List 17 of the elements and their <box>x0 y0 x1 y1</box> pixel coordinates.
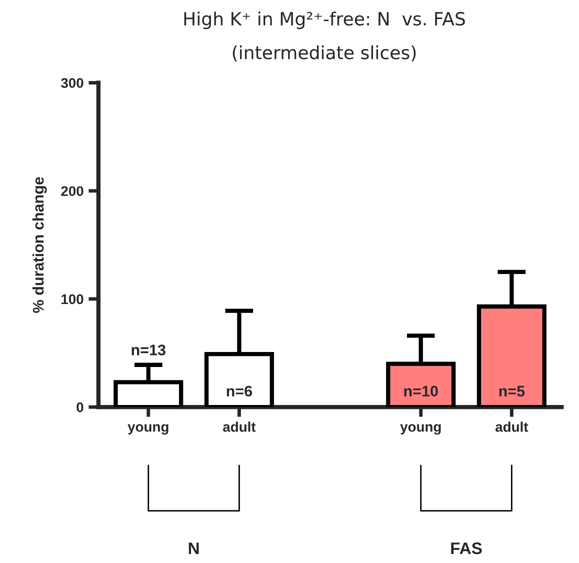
y-tick-label: 300 <box>60 78 84 88</box>
y-tick-label: 0 <box>76 402 84 412</box>
text: FAS <box>451 542 482 554</box>
x-tick-label: adult <box>496 422 528 432</box>
annotation: n=10 <box>404 386 438 397</box>
x-tick-label: young <box>128 424 168 435</box>
x-tick-label: young <box>400 424 441 435</box>
y-axis-title: % duration change <box>32 177 47 313</box>
x-tick-label: adult <box>223 422 256 432</box>
text: N <box>188 542 199 554</box>
chart-subtitle: (intermediate slices) <box>232 45 416 62</box>
y-tick-label: 200 <box>61 186 84 196</box>
chart-title: High K⁺ in Mg²⁺-free: N vs. FAS <box>184 12 465 30</box>
annotation: n=6 <box>226 386 252 397</box>
annotation: n=13 <box>132 344 166 356</box>
annotation: n=5 <box>499 386 525 397</box>
y-tick-label: 100 <box>62 294 84 304</box>
